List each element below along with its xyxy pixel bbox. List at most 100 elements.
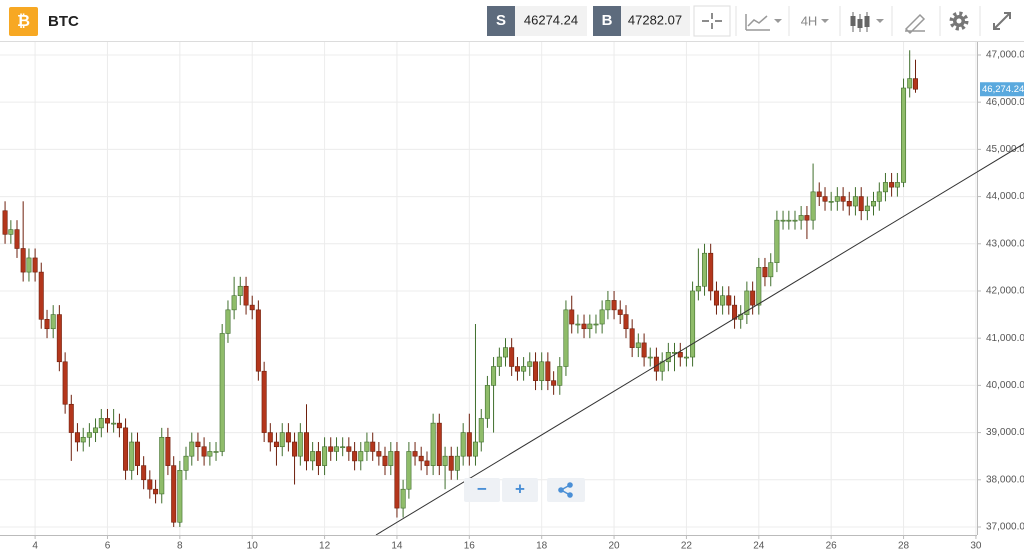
zoom-in-box: [502, 478, 538, 502]
candle-body: [2, 210, 8, 235]
candle-body: [213, 451, 219, 453]
fullscreen-button[interactable]: [993, 12, 1011, 30]
candle-body: [894, 182, 900, 188]
candle-body: [165, 436, 171, 466]
candle-body: [68, 403, 74, 433]
candle-body: [690, 290, 696, 358]
candle-body: [303, 432, 309, 462]
candle-body: [141, 465, 147, 481]
draw-button[interactable]: [904, 13, 926, 35]
settings-button[interactable]: [949, 11, 969, 31]
buy-price-box: [621, 6, 690, 36]
x-tick-label: 26: [826, 541, 838, 552]
candle-body: [201, 446, 207, 457]
candle-body: [261, 370, 267, 433]
candle-body: [460, 432, 466, 457]
share-button[interactable]: [547, 478, 585, 502]
zoom-out-label: −: [477, 479, 487, 498]
sell-label-box: [487, 6, 515, 36]
candle-body: [876, 191, 882, 202]
candle-body: [484, 385, 490, 419]
candle-body: [32, 257, 38, 273]
candle-body: [80, 436, 86, 443]
candle-body: [527, 361, 533, 367]
x-tick-label: 14: [391, 541, 403, 552]
candle-body: [533, 361, 539, 381]
candle-body: [882, 182, 888, 193]
zoom-in-button[interactable]: +: [502, 478, 538, 502]
buy-button[interactable]: B 47282.07: [593, 6, 690, 36]
candle-body: [207, 451, 213, 457]
candle-icon-body: [857, 19, 863, 28]
marks: [2, 50, 977, 535]
candle-body: [647, 356, 653, 359]
candle-body: [430, 422, 436, 466]
candle-body: [683, 356, 689, 359]
x-tick-label: 22: [681, 541, 693, 552]
candle-body: [454, 455, 460, 471]
candle-body: [183, 455, 189, 471]
candle-body: [400, 488, 406, 509]
candle-body: [587, 323, 593, 330]
grid: [0, 42, 981, 539]
candle-body: [74, 432, 80, 443]
zoom-in-label: +: [515, 479, 525, 498]
caret: [821, 19, 829, 23]
candle-body: [671, 352, 677, 354]
candle-body: [436, 422, 442, 466]
sell-price: 46274.24: [524, 12, 578, 27]
expand-icon: [993, 12, 1011, 30]
labels: 37,000.00 38,000.00 39,000.00 40,000.00 41,0…: [32, 50, 1024, 552]
candle-body: [780, 219, 786, 222]
candle-body: [442, 455, 448, 466]
candle-body: [551, 380, 557, 386]
x-tick-label: 24: [753, 541, 765, 552]
candle-body: [708, 252, 714, 292]
candle-body: [713, 290, 719, 306]
candle-body: [472, 441, 478, 457]
candle-body: [834, 196, 840, 202]
last-price-marker: [980, 82, 1024, 97]
share-dot: [558, 487, 564, 493]
y-tick-label: 37,000.00: [986, 522, 1024, 533]
buy-label-box: [593, 6, 621, 36]
share-dot: [567, 482, 573, 488]
share-box: [547, 478, 585, 502]
candle-style-button[interactable]: [850, 12, 885, 32]
candle-body: [237, 285, 243, 296]
candle-body: [744, 290, 750, 315]
buy-label: B: [602, 12, 613, 29]
interval-button[interactable]: 4H: [801, 13, 829, 28]
candle-body: [20, 248, 26, 273]
candle-body: [702, 252, 708, 287]
crosshair-button[interactable]: [693, 5, 731, 37]
gear-hole: [956, 18, 962, 24]
candle-body: [623, 314, 629, 330]
candle-body: [792, 219, 798, 222]
candle-body: [786, 219, 792, 222]
candle-body: [617, 309, 623, 315]
candle-body: [605, 300, 611, 311]
sell-label: S: [496, 12, 506, 29]
y-tick-label: 44,000.00: [986, 191, 1024, 202]
candle-body: [147, 479, 153, 490]
candle-body: [539, 361, 545, 381]
candle-body: [418, 455, 424, 462]
candle-body: [816, 191, 822, 197]
candle-body: [491, 366, 497, 386]
x-tick-label: 12: [319, 541, 331, 552]
zoom-out-button[interactable]: −: [464, 478, 500, 502]
y-tick-label: 45,000.00: [986, 144, 1024, 155]
chart-type-button[interactable]: [745, 14, 782, 31]
candle-body: [774, 219, 780, 263]
x-tick-label: 20: [609, 541, 621, 552]
candle-body: [8, 229, 14, 235]
candle-body: [129, 441, 135, 471]
candle-body: [243, 285, 249, 306]
sell-button[interactable]: S 46274.24: [487, 6, 587, 36]
candle-body: [26, 257, 32, 273]
candle-body: [732, 304, 738, 320]
candle-body: [864, 205, 870, 212]
candle-body: [370, 441, 376, 452]
